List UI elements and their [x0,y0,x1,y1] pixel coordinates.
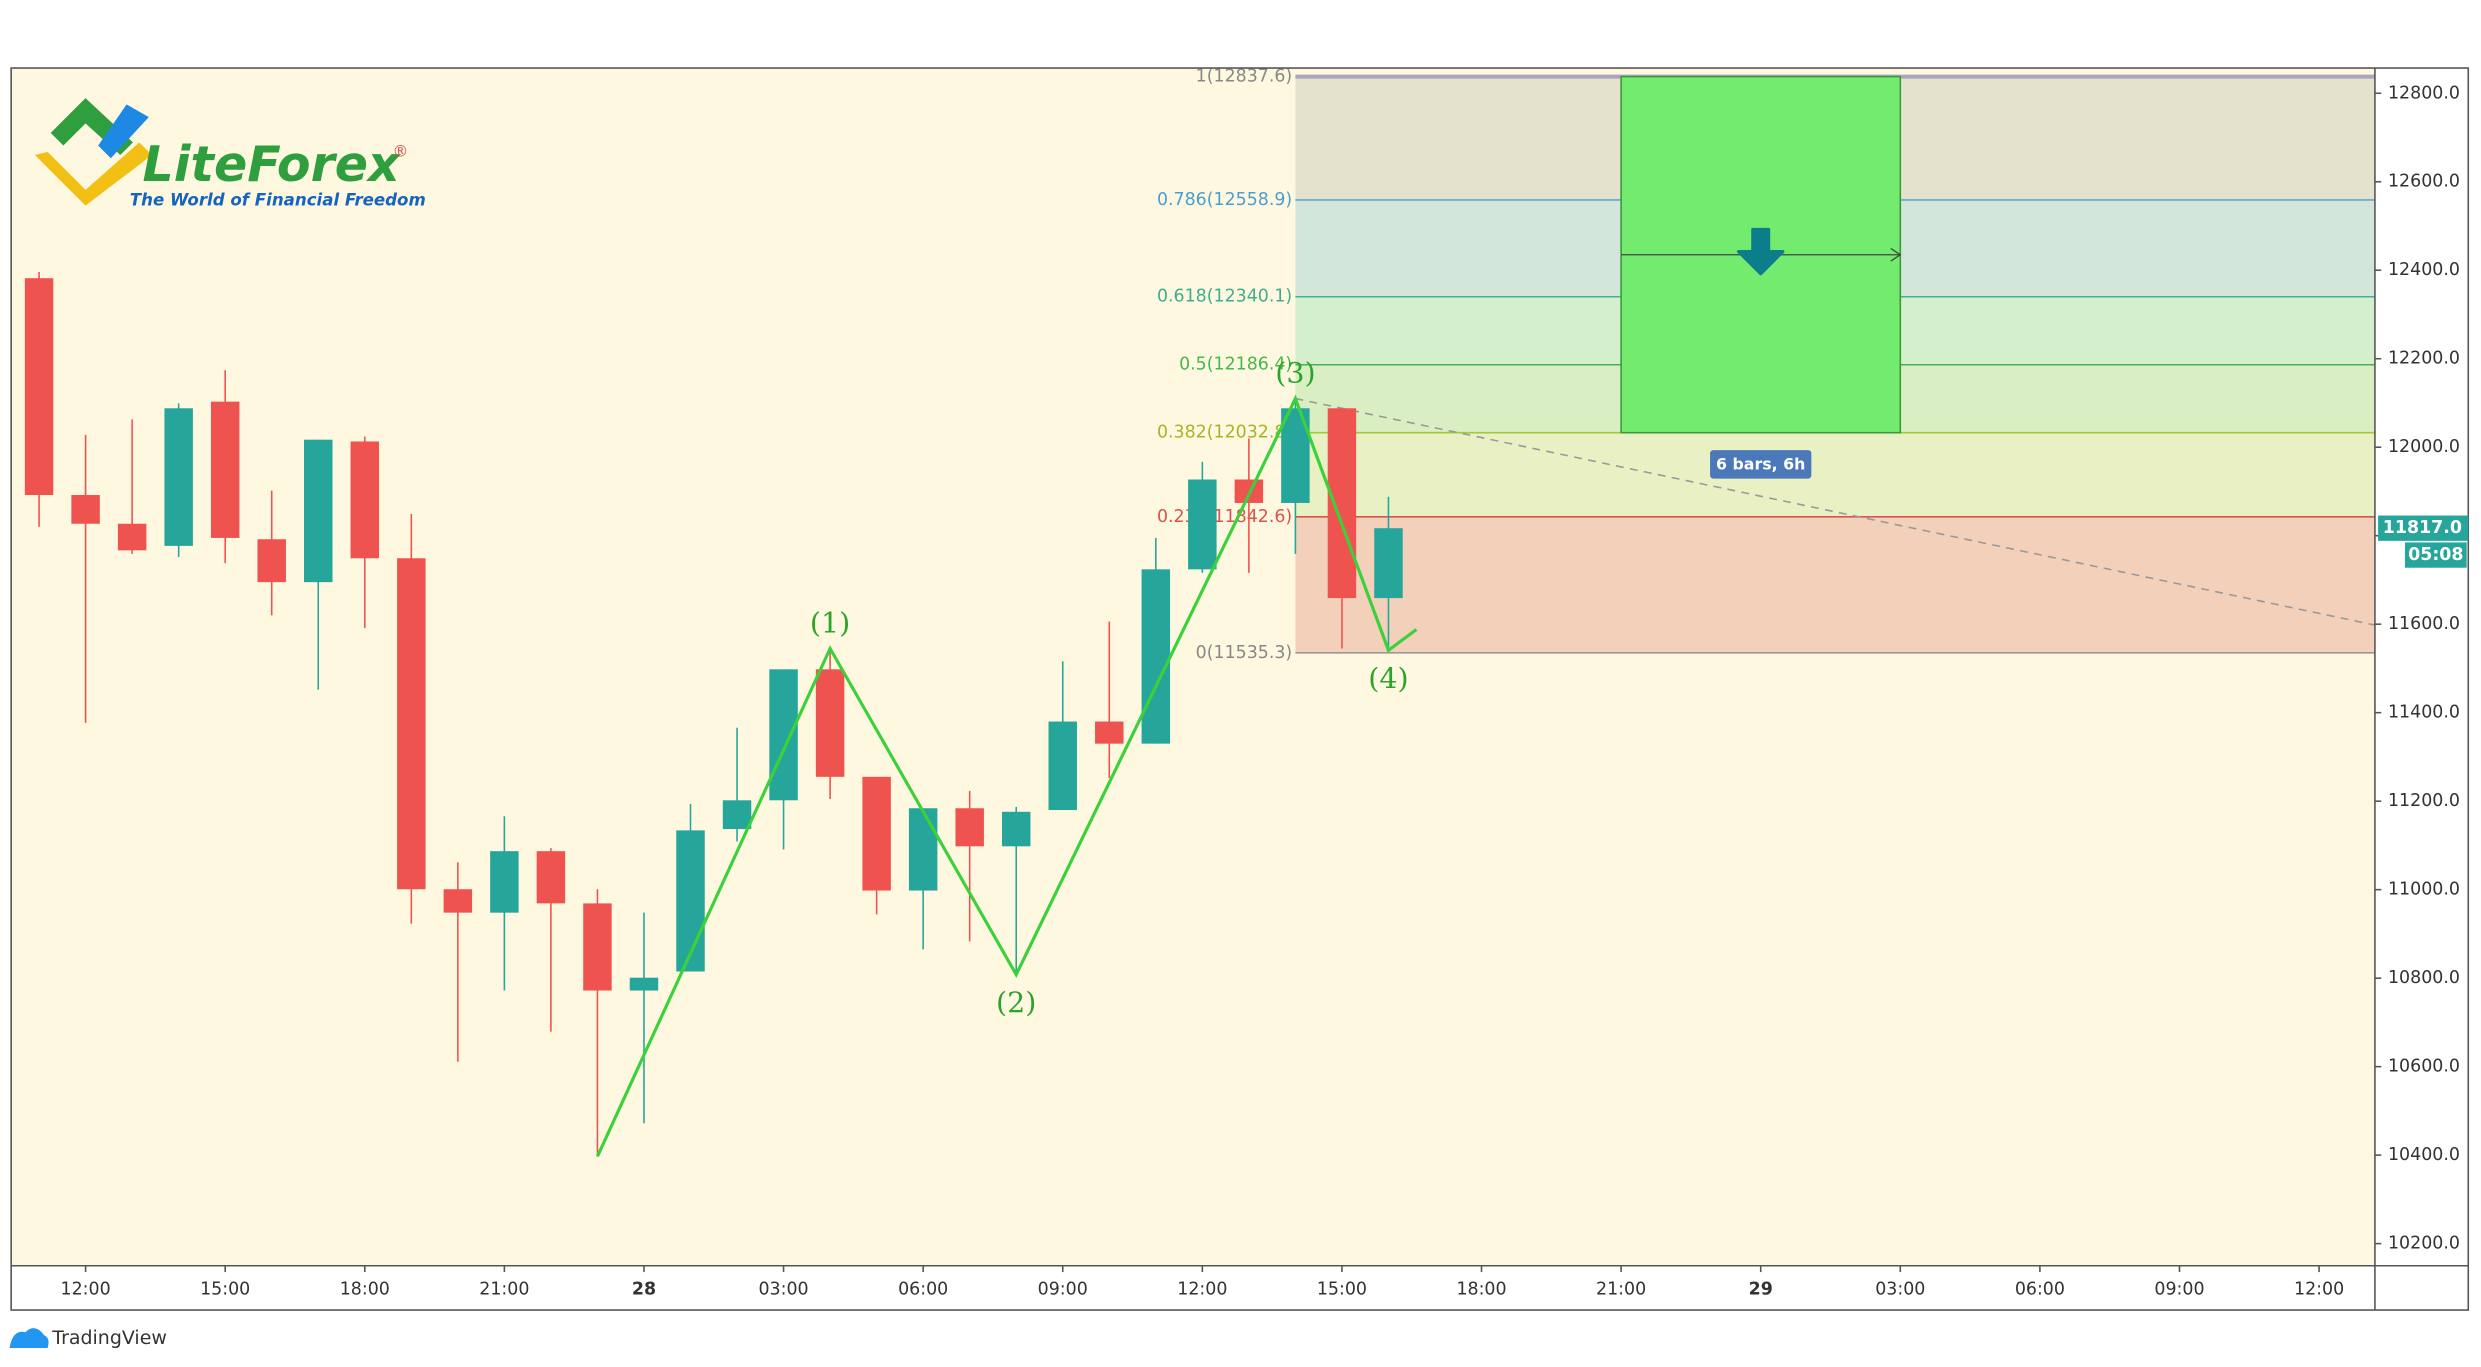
x-tick-label: 21:00 [479,1279,529,1299]
wave-label: (1) [810,606,850,639]
x-tick-label: 15:00 [1317,1279,1367,1299]
x-tick-label: 21:00 [1596,1279,1646,1299]
x-tick-label: 18:00 [340,1279,390,1299]
wave-label: (4) [1368,662,1408,695]
fib-zone [1295,516,2375,653]
projection-icon [1736,227,1785,276]
fib-label: 0.382(12032.8) [1157,423,1292,443]
y-tick-label: 12800.0 [2388,83,2460,103]
candle-body [490,851,519,913]
x-tick-label: 28 [632,1279,656,1299]
candle-body [862,776,891,891]
footer-icon [9,1328,49,1349]
logo-registered: ® [392,141,408,160]
candle-body [1188,479,1217,570]
y-tick-label: 10800.0 [2388,968,2460,988]
footer: TradingView [9,1327,167,1349]
projection-arrowhead [1890,247,1902,262]
logo-tagline: The World of Financial Freedom [130,190,426,209]
candle-body [71,494,100,524]
fib-label: 0.618(12340.1) [1157,287,1292,307]
footer-text: TradingView [51,1327,167,1349]
fib-label: 0.5(12186.4) [1179,355,1292,375]
candle-body [24,278,54,495]
fib-label: 1(12837.6) [1196,67,1293,87]
countdown-label: 05:08 [2408,545,2463,565]
x-tick-label: 12:00 [1177,1279,1227,1299]
plot: 1(12837.6) 0.786(12558.9) 0.618(12340.1) 0.… [24,67,2376,1158]
frame [10,67,2470,1311]
logo-name: LiteForex [142,135,401,193]
fib-label: 0.786(12558.9) [1157,190,1292,210]
y-tick-label: 11600.0 [2388,614,2460,634]
fib-label: 0(11535.3) [1196,643,1293,663]
candle-body [629,977,659,991]
wave-label: (2) [996,986,1036,1019]
y-tick-label: 11000.0 [2388,880,2460,900]
y-tick-label: 10600.0 [2388,1057,2460,1077]
candle-body [1095,721,1124,744]
x-tick-label: 12:00 [61,1279,111,1299]
price-tag [2378,515,2469,541]
candle-body [536,851,566,904]
candle-body [1141,569,1171,744]
wave-label: (3) [1275,356,1315,389]
x-tick-label: 29 [1749,1279,1773,1299]
y-tick-label: 10200.0 [2388,1234,2460,1254]
candle-body [769,669,798,801]
candle-body [1327,408,1357,599]
candle-body [815,669,845,777]
candle-body [1001,811,1031,847]
y-tick-label: 12400.0 [2388,260,2460,280]
candle-body [722,800,752,830]
fib-label: 0.236(11842.6) [1157,507,1292,527]
y-tick-label: 11200.0 [2388,791,2460,811]
projection-badge [1710,450,1812,479]
y-tick-label: 12200.0 [2388,349,2460,369]
x-tick-label: 09:00 [2154,1279,2204,1299]
x-tick-label: 09:00 [1038,1279,1088,1299]
logo-chevron [34,142,152,206]
wave-line [596,394,1418,1158]
x-tick-label: 18:00 [1456,1279,1506,1299]
candle-body [583,903,612,991]
candle-body [1048,721,1077,811]
y-tick-label: 10400.0 [2388,1145,2460,1165]
y-tick-label: 12000.0 [2388,437,2460,457]
x-tick-label: 06:00 [2015,1279,2065,1299]
projection-label: 6 bars, 6h [1716,455,1805,474]
trend-line [1295,397,2376,626]
candle-body [676,830,705,972]
x-tick-label: 03:00 [759,1279,809,1299]
x-tick-label: 06:00 [898,1279,948,1299]
logo-accent [98,104,149,159]
candle-body [397,558,426,890]
fib-zone [1295,432,2375,517]
candle-body [257,539,286,583]
candle-body [304,439,333,583]
y-tick-label: 11400.0 [2388,703,2460,723]
candle-body [210,401,240,538]
candle-body [908,808,938,891]
x-tick-label: 03:00 [1875,1279,1925,1299]
x-tick-label: 15:00 [200,1279,250,1299]
candle-body [1374,528,1403,599]
x-tick-label: 12:00 [2294,1279,2344,1299]
logo: LiteForex ® The World of Financial Freed… [34,98,426,209]
candle-body [350,441,380,559]
candle-body [955,808,984,847]
price-tag-label: 11817.0 [2383,518,2462,538]
candle-body [164,408,193,546]
countdown-tag [2404,542,2467,568]
candle-body [443,889,473,913]
y-tick-label: 12600.0 [2388,172,2460,192]
candle-body [117,523,147,551]
